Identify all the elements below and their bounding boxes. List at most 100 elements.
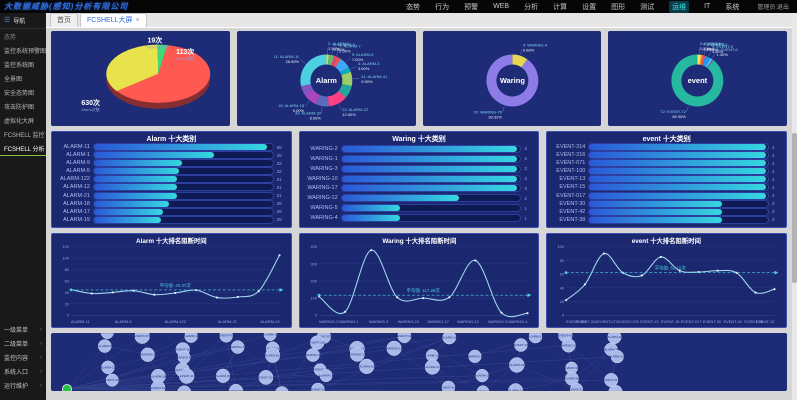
graph-node[interactable] [468, 349, 482, 363]
data-point[interactable] [153, 293, 156, 296]
graph-node[interactable] [514, 338, 528, 352]
graph-node[interactable] [359, 358, 375, 374]
graph-node[interactable] [319, 369, 333, 383]
sidebar-item[interactable]: 监控系统图 [4, 63, 35, 69]
top-menu-item[interactable]: 测试 [640, 3, 655, 11]
graph-node[interactable] [150, 380, 166, 391]
graph-node[interactable] [265, 347, 281, 363]
data-point[interactable] [473, 259, 477, 262]
data-point[interactable] [678, 269, 682, 272]
data-point[interactable] [773, 288, 776, 291]
donut-segment[interactable] [339, 67, 351, 76]
donut-segment[interactable] [327, 54, 335, 66]
graph-node[interactable] [397, 333, 412, 344]
donut-segment[interactable] [700, 55, 706, 66]
graph-node[interactable] [442, 333, 457, 345]
data-point[interactable] [278, 254, 281, 257]
top-menu-item[interactable]: 设置 [582, 3, 597, 11]
donut-segment[interactable] [300, 54, 327, 87]
graph-node[interactable] [310, 335, 325, 350]
bar-fill[interactable] [94, 200, 169, 207]
bar-fill[interactable] [341, 155, 518, 162]
graph-node[interactable] [349, 346, 365, 362]
bar-fill[interactable] [94, 160, 182, 167]
data-point[interactable] [603, 252, 606, 255]
graph-node[interactable] [100, 333, 114, 339]
graph-node[interactable] [441, 380, 456, 391]
sidebar-item[interactable]: 监控系统预警图 [4, 49, 46, 55]
donut-segment[interactable] [327, 91, 346, 107]
scrollbar-thumb[interactable] [792, 133, 797, 283]
bar-fill[interactable] [94, 152, 214, 159]
data-point[interactable] [565, 299, 568, 302]
graph-node[interactable] [561, 338, 576, 353]
sidebar-item[interactable]: 安全态势图 [4, 91, 35, 97]
bar-fill[interactable] [94, 216, 161, 223]
graph-node[interactable] [105, 373, 119, 387]
bar-fill[interactable] [589, 208, 722, 215]
graph-node[interactable] [306, 348, 320, 362]
bar-fill[interactable] [589, 168, 766, 175]
scrollbar[interactable] [792, 13, 797, 400]
top-menu-item[interactable]: 运维 [669, 0, 690, 13]
data-point[interactable] [174, 291, 177, 295]
close-icon[interactable]: × [135, 16, 140, 24]
donut-segment[interactable] [485, 54, 538, 107]
sidebar-item[interactable]: 态势 [4, 35, 17, 41]
bar-fill[interactable] [589, 176, 766, 183]
bar-fill[interactable] [94, 176, 177, 183]
bar-fill[interactable] [94, 168, 180, 175]
bar-fill[interactable] [94, 192, 177, 199]
top-menu-item[interactable]: IT [704, 3, 711, 10]
graph-node[interactable] [101, 360, 115, 375]
donut-segment[interactable] [331, 55, 338, 67]
graph-node[interactable] [424, 359, 440, 375]
graph-node[interactable] [134, 333, 150, 344]
bar-fill[interactable] [94, 144, 268, 151]
user-logout[interactable]: 管理员:退出 [757, 5, 789, 11]
bar-fill[interactable] [341, 195, 459, 202]
data-point[interactable] [236, 295, 239, 299]
donut-segment[interactable] [300, 83, 313, 96]
graph-node[interactable] [509, 357, 525, 373]
data-point[interactable] [369, 249, 372, 252]
bar-fill[interactable] [341, 185, 518, 192]
sidebar-item[interactable]: FCSHELL 监控 [4, 133, 45, 139]
sidebar-bottom-item[interactable]: 运行维护 › [0, 378, 46, 392]
bar-fill[interactable] [94, 208, 164, 215]
donut-segment[interactable] [315, 95, 329, 107]
bar-fill[interactable] [341, 145, 518, 152]
data-point[interactable] [754, 291, 757, 294]
data-point[interactable] [500, 311, 503, 314]
sidebar-bottom-item[interactable]: 监控内容 › [0, 350, 46, 364]
donut-segment[interactable] [705, 58, 713, 68]
data-point[interactable] [343, 310, 346, 313]
data-point[interactable] [641, 274, 644, 277]
graph-node[interactable] [228, 383, 244, 391]
bar-fill[interactable] [341, 175, 518, 182]
data-point[interactable] [90, 292, 93, 295]
data-point[interactable] [395, 296, 398, 299]
bar-fill[interactable] [589, 152, 766, 159]
graph-node[interactable] [275, 386, 289, 391]
graph-node[interactable] [508, 383, 524, 391]
donut-segment[interactable] [699, 54, 703, 65]
bar-fill[interactable] [341, 205, 401, 212]
tab-首页[interactable]: 首页 [50, 13, 78, 27]
graph-node[interactable] [386, 340, 402, 356]
bar-fill[interactable] [589, 184, 766, 191]
donut-segment[interactable] [671, 54, 724, 107]
top-menu-item[interactable]: 计算 [553, 3, 568, 11]
graph-node[interactable] [263, 333, 277, 342]
tab-FCSHELL大屏[interactable]: FCSHELL大屏 × [80, 13, 147, 27]
graph-node[interactable] [140, 347, 155, 362]
graph-node[interactable] [177, 385, 192, 391]
top-menu-item[interactable]: 图形 [611, 3, 626, 11]
sidebar-item[interactable]: 全景图 [4, 77, 23, 83]
sidebar-item[interactable]: 攻击防护图 [4, 105, 35, 111]
data-point[interactable] [421, 297, 425, 300]
donut-segment[interactable] [511, 54, 527, 68]
sidebar-item[interactable]: 虚拟化大屏 [4, 119, 35, 125]
data-point[interactable] [111, 291, 114, 294]
bar-fill[interactable] [589, 192, 766, 199]
